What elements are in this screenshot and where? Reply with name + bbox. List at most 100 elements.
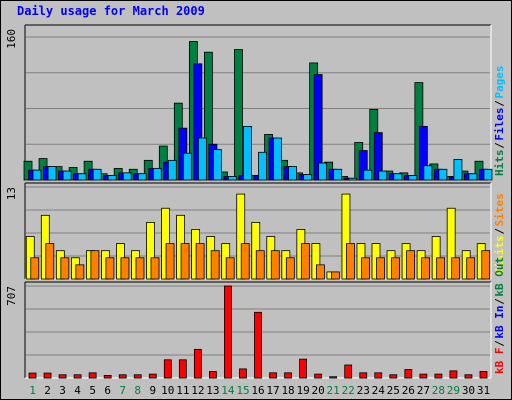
legend-hits-pages: Pages	[493, 65, 506, 98]
bar-hits-pages-day-15	[243, 125, 252, 181]
bar-hits-pages-day-14	[228, 176, 237, 181]
bar-visits-sites-day-15	[240, 243, 250, 280]
x-tick-label-day-21: 21	[327, 384, 340, 397]
bar-hits-pages-day-8	[137, 173, 147, 181]
legend-hits-files: Files	[493, 107, 506, 140]
bar-kbytes-kb-f-day-17	[269, 372, 277, 379]
bar-kbytes-kb-f-day-19	[299, 358, 307, 379]
bar-visits-sites-day-22	[346, 243, 355, 280]
bar-kbytes-kb-f-day-20	[314, 373, 323, 379]
bar-visits-visits-day-15	[236, 193, 246, 280]
bar-visits-sites-day-2	[45, 243, 55, 280]
bar-hits-pages-day-29	[453, 159, 463, 181]
bar-kbytes-kb-f-day-26	[404, 369, 413, 379]
legend-kbytes-separator-1: /	[493, 298, 506, 305]
bar-kbytes-kb-f-day-3	[58, 374, 67, 379]
x-tick-label-day-23: 23	[357, 384, 370, 397]
bar-hits-pages-day-4	[77, 173, 87, 181]
bar-hits-pages-day-27	[423, 165, 433, 181]
bar-visits-sites-day-10	[165, 243, 175, 280]
bar-hits-pages-day-7	[122, 172, 132, 181]
x-tick-label-day-6: 6	[104, 384, 111, 397]
bar-visits-sites-day-1	[30, 257, 40, 280]
bar-visits-sites-day-30	[466, 257, 476, 280]
bar-hits-pages-day-20	[318, 162, 328, 181]
bar-visits-sites-day-17	[270, 250, 280, 280]
bar-visits-sites-day-5	[90, 250, 100, 280]
legend-hits-separator-1: /	[493, 100, 506, 107]
bar-kbytes-kb-f-day-8	[133, 374, 142, 379]
legend-kbytes-separator-0: /	[493, 340, 506, 347]
bar-kbytes-kb-f-day-1	[28, 372, 37, 379]
x-tick-label-day-8: 8	[134, 384, 141, 397]
bar-hits-pages-day-18	[288, 166, 297, 181]
bar-hits-files-day-12	[193, 63, 203, 181]
bar-visits-visits-day-29	[446, 207, 456, 280]
bar-hits-pages-day-31	[483, 168, 493, 181]
bar-hits-pages-day-9	[152, 167, 162, 181]
x-tick-label-day-1: 1	[29, 384, 36, 397]
bar-visits-sites-day-28	[436, 257, 446, 280]
x-tick-label-day-27: 27	[417, 384, 430, 397]
bar-hits-pages-day-23	[363, 169, 373, 181]
legend-kbytes-kb-out: kB Out	[493, 257, 506, 297]
x-tick-label-day-3: 3	[59, 384, 66, 397]
x-tick-label-day-25: 25	[387, 384, 400, 397]
bar-visits-sites-day-23	[361, 257, 370, 280]
bar-kbytes-kb-f-day-6	[103, 374, 112, 379]
bar-hits-pages-day-26	[408, 175, 418, 181]
x-tick-label-day-31: 31	[477, 384, 490, 397]
bar-visits-sites-day-26	[406, 250, 415, 280]
bar-kbytes-kb-f-day-5	[88, 372, 97, 379]
legend-hits-separator-0: /	[493, 142, 506, 149]
bar-visits-visits-day-9	[146, 221, 155, 280]
bar-hits-hits-day-15	[234, 49, 243, 181]
bar-hits-pages-day-19	[303, 174, 312, 181]
bar-hits-pages-day-10	[167, 159, 177, 181]
y-axis-max-label-hits: 160	[5, 29, 18, 49]
bar-kbytes-kb-f-day-2	[43, 372, 52, 379]
bar-hits-pages-day-24	[378, 170, 388, 181]
bar-hits-pages-day-13	[213, 149, 222, 181]
bar-kbytes-kb-f-day-30	[464, 374, 473, 379]
bar-kbytes-kb-f-day-11	[178, 359, 187, 379]
bar-hits-pages-day-17	[273, 137, 282, 181]
x-tick-label-day-30: 30	[462, 384, 475, 397]
bar-hits-pages-day-30	[468, 173, 478, 181]
bar-visits-visits-day-22	[341, 193, 351, 280]
bar-visits-sites-day-31	[481, 250, 491, 280]
bar-visits-sites-day-14	[225, 257, 235, 280]
bar-kbytes-kb-f-day-9	[148, 373, 157, 379]
x-tick-label-day-28: 28	[432, 384, 445, 397]
x-tick-label-day-29: 29	[447, 384, 460, 397]
bar-hits-pages-day-3	[62, 170, 72, 181]
bar-hits-pages-day-12	[197, 137, 207, 181]
bar-visits-sites-day-24	[376, 257, 385, 280]
legend-visits-sites: Sites	[493, 193, 506, 226]
bar-kbytes-kb-f-day-15	[239, 368, 247, 379]
bar-hits-hits-day-13	[204, 51, 213, 181]
bar-hits-pages-day-2	[47, 166, 57, 181]
bar-kbytes-kb-f-day-22	[344, 364, 353, 379]
x-tick-label-day-20: 20	[312, 384, 325, 397]
bar-kbytes-kb-f-day-10	[163, 359, 172, 379]
bar-visits-sites-day-12	[195, 243, 205, 280]
legend-visits-visits: Visits	[493, 235, 506, 275]
x-tick-label-day-12: 12	[191, 384, 204, 397]
panel-hits-background	[25, 25, 491, 180]
bar-kbytes-kb-f-day-31	[479, 371, 488, 379]
bar-kbytes-kb-f-day-13	[209, 371, 217, 379]
bar-kbytes-kb-f-day-24	[374, 372, 383, 379]
bar-kbytes-kb-f-day-23	[359, 372, 368, 379]
bar-visits-sites-day-8	[135, 257, 145, 280]
x-tick-label-day-11: 11	[176, 384, 189, 397]
bar-kbytes-kb-f-day-7	[118, 374, 127, 379]
bar-visits-sites-day-11	[180, 243, 190, 280]
y-axis-max-label-kbytes: 707	[5, 286, 18, 306]
bar-visits-sites-day-9	[150, 257, 160, 280]
bar-visits-sites-day-19	[300, 243, 310, 280]
bar-hits-pages-day-21	[333, 168, 343, 181]
bar-kbytes-kb-f-day-27	[419, 373, 428, 379]
x-tick-label-day-5: 5	[89, 384, 96, 397]
